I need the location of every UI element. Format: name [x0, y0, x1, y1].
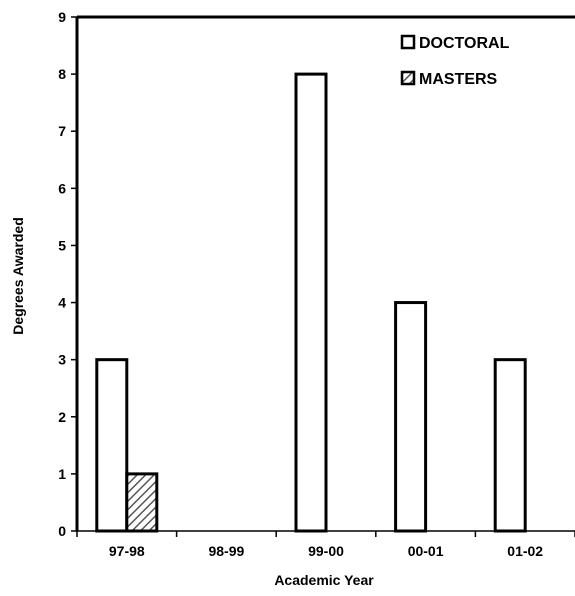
bars — [95, 72, 527, 533]
y-axis-title: Degrees Awarded — [10, 217, 26, 335]
y-tick-label: 5 — [58, 237, 66, 253]
x-tick-label: 01-02 — [507, 543, 543, 559]
y-tick-label: 3 — [58, 352, 66, 368]
y-tick-label: 2 — [58, 409, 66, 425]
y-tick-label: 9 — [58, 9, 66, 25]
x-tick-label: 00-01 — [408, 543, 444, 559]
y-tick-label: 7 — [58, 123, 66, 139]
legend: DOCTORAL MASTERS — [400, 34, 510, 88]
legend-swatch-doctoral — [400, 34, 416, 50]
legend-label-doctoral: DOCTORAL — [419, 35, 510, 52]
legend-swatch-masters — [400, 70, 416, 86]
x-axis-ticks: 97-98 98-99 99-00 00-01 01-02 — [76, 531, 575, 559]
bar-doctoral-97-98 — [95, 358, 129, 533]
y-tick-label: 4 — [58, 295, 66, 311]
x-tick-label: 98-99 — [208, 543, 244, 559]
bar-doctoral-99-00 — [294, 72, 328, 533]
bar-masters-97-98 — [125, 472, 159, 533]
x-tick-label: 97-98 — [109, 543, 145, 559]
bar-doctoral-01-02 — [493, 358, 527, 533]
x-axis-title: Academic Year — [274, 572, 374, 588]
y-tick-label: 0 — [58, 523, 66, 539]
y-tick-label: 1 — [58, 466, 66, 482]
y-tick-label: 8 — [58, 66, 66, 82]
y-axis-ticks: 0 1 2 3 4 5 6 7 8 9 — [58, 9, 77, 539]
legend-label-masters: MASTERS — [419, 71, 498, 88]
bar-doctoral-00-01 — [394, 301, 428, 533]
x-tick-label: 99-00 — [308, 543, 344, 559]
y-tick-label: 6 — [58, 180, 66, 196]
